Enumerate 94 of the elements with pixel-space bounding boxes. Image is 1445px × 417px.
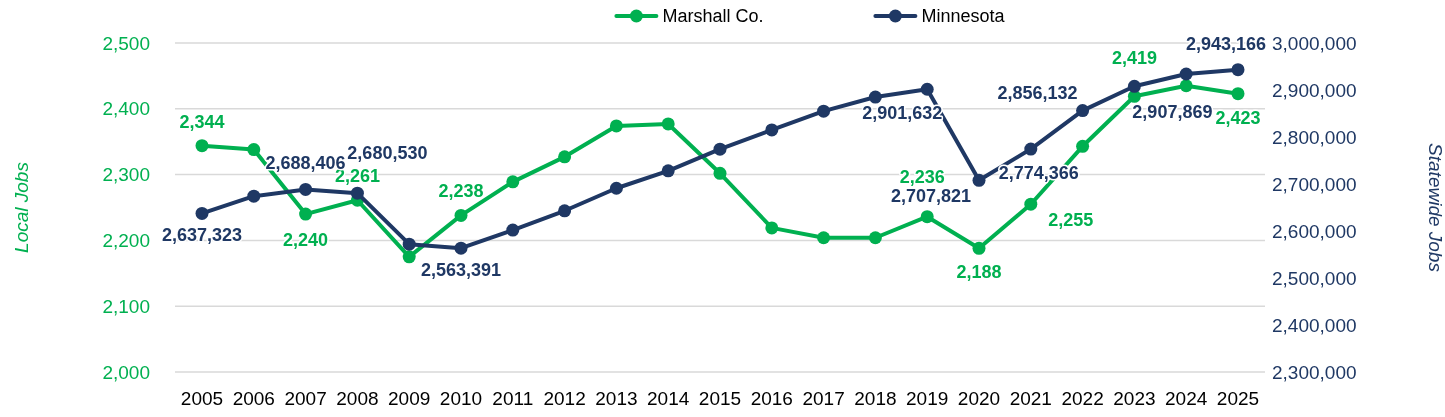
x-tick-label: 2018 xyxy=(854,388,897,409)
point xyxy=(506,223,520,237)
y2-axis-title: Statewide Jobs xyxy=(1425,143,1445,273)
x-tick-label: 2023 xyxy=(1113,388,1156,409)
x-tick-label: 2024 xyxy=(1165,388,1208,409)
x-tick-label: 2005 xyxy=(180,388,224,409)
point xyxy=(1231,87,1245,101)
y2-tick-label: 3,000,000 xyxy=(1272,32,1357,54)
data-label: 2,707,821 xyxy=(890,186,972,207)
data-label: 2,188 xyxy=(956,262,1002,283)
point xyxy=(1127,79,1141,93)
point xyxy=(1024,197,1038,211)
point xyxy=(506,175,520,189)
y2-tick-label: 2,600,000 xyxy=(1272,220,1357,242)
y2-tick-label: 2,900,000 xyxy=(1272,79,1357,101)
point xyxy=(299,182,313,196)
y-tick-label: 2,300 xyxy=(102,164,150,186)
point xyxy=(558,150,572,164)
y-tick-label: 2,400 xyxy=(102,98,150,120)
point xyxy=(817,231,831,245)
data-label: 2,423 xyxy=(1215,107,1261,128)
legend-label: Minnesota xyxy=(921,6,1006,27)
y-tick-label: 2,200 xyxy=(102,230,150,252)
point xyxy=(195,206,209,220)
data-label: 2,680,530 xyxy=(347,143,428,164)
point xyxy=(1179,67,1193,81)
x-tick-label: 2011 xyxy=(492,388,534,409)
point xyxy=(713,142,727,156)
point xyxy=(765,123,779,137)
x-tick-label: 2006 xyxy=(232,388,275,409)
x-tick-label: 2019 xyxy=(906,388,949,409)
point xyxy=(920,210,934,224)
point xyxy=(1076,104,1090,118)
data-label: 2,240 xyxy=(283,230,329,251)
data-label: 2,943,166 xyxy=(1185,33,1267,54)
y2-tick-label: 2,500,000 xyxy=(1272,267,1357,289)
point xyxy=(817,104,831,118)
legend-label: Marshall Co. xyxy=(662,6,764,27)
point xyxy=(247,189,261,203)
y2-tick-label: 2,400,000 xyxy=(1272,314,1357,336)
point xyxy=(558,204,572,218)
y-tick-label: 2,100 xyxy=(102,295,150,317)
point xyxy=(868,231,882,245)
point xyxy=(454,241,468,255)
y2-tick-label: 2,300,000 xyxy=(1272,361,1357,383)
x-tick-label: 2014 xyxy=(647,388,690,409)
point xyxy=(1024,142,1038,156)
x-tick-label: 2021 xyxy=(1009,388,1052,409)
y-tick-label: 2,000 xyxy=(102,361,150,383)
point xyxy=(1076,139,1090,153)
point xyxy=(195,139,209,153)
data-label: 2,907,869 xyxy=(1132,102,1213,123)
data-label: 2,563,391 xyxy=(420,260,502,281)
x-tick-label: 2008 xyxy=(336,388,379,409)
point xyxy=(972,241,986,255)
x-tick-label: 2017 xyxy=(802,388,845,409)
x-tick-label: 2022 xyxy=(1061,388,1104,409)
x-tick-label: 2016 xyxy=(750,388,793,409)
point xyxy=(972,173,986,187)
x-tick-label: 2013 xyxy=(595,388,638,409)
point xyxy=(920,82,934,96)
y-axis-title: Local Jobs xyxy=(11,161,32,253)
point xyxy=(609,181,623,195)
x-tick-label: 2020 xyxy=(957,388,1001,409)
data-label: 2,238 xyxy=(438,181,484,202)
point xyxy=(350,186,364,200)
point xyxy=(299,207,313,221)
data-label: 2,856,132 xyxy=(997,82,1078,103)
point xyxy=(1179,79,1193,93)
point xyxy=(661,164,675,178)
point xyxy=(609,119,623,133)
data-label: 2,344 xyxy=(179,111,225,132)
point xyxy=(1231,63,1245,77)
point xyxy=(713,166,727,180)
y2-tick-label: 2,800,000 xyxy=(1272,126,1357,148)
x-tick-label: 2012 xyxy=(543,388,586,409)
x-tick-label: 2009 xyxy=(388,388,431,409)
point xyxy=(765,221,779,235)
point xyxy=(402,237,416,251)
point xyxy=(868,90,882,104)
point xyxy=(402,250,416,264)
y-tick-label: 2,500 xyxy=(102,32,150,54)
point xyxy=(661,117,675,131)
y2-tick-label: 2,700,000 xyxy=(1272,173,1357,195)
point xyxy=(247,143,261,157)
data-label: 2,637,323 xyxy=(161,225,243,246)
data-label: 2,236 xyxy=(899,166,945,187)
x-tick-label: 2015 xyxy=(698,388,742,409)
data-label: 2,255 xyxy=(1048,210,1094,231)
data-label: 2,419 xyxy=(1111,48,1157,69)
x-tick-label: 2025 xyxy=(1216,388,1260,409)
x-tick-label: 2010 xyxy=(439,388,483,409)
point xyxy=(454,208,468,222)
x-tick-label: 2007 xyxy=(284,388,327,409)
